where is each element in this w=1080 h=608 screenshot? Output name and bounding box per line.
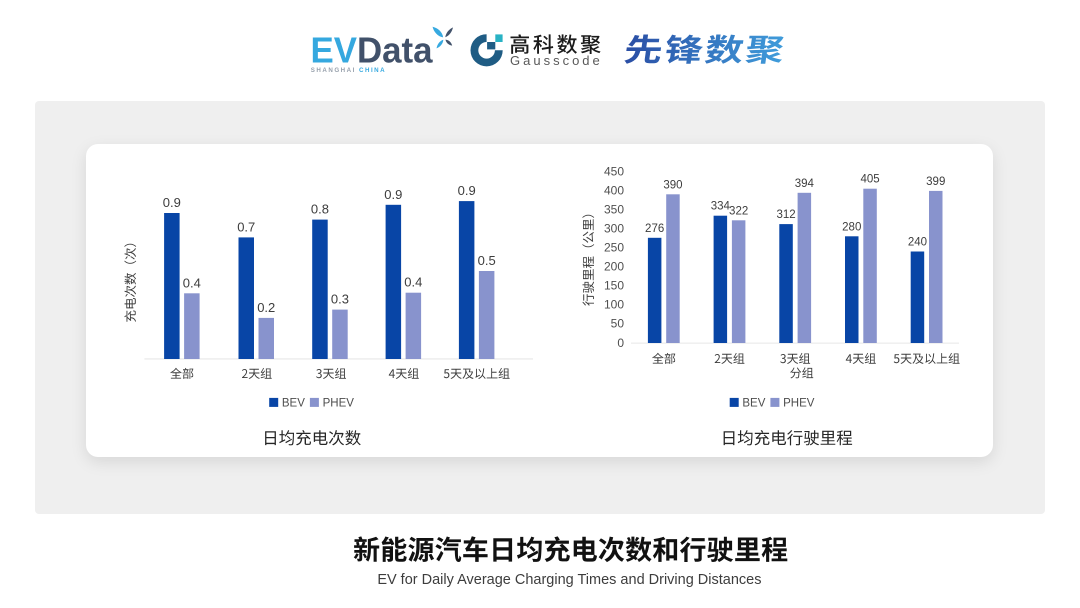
svg-text:200: 200 [604,260,624,274]
svg-text:0.9: 0.9 [384,187,402,202]
svg-text:240: 240 [908,237,927,249]
svg-text:0.3: 0.3 [331,292,349,307]
svg-text:350: 350 [604,202,624,216]
svg-text:394: 394 [795,178,815,190]
svg-text:276: 276 [645,223,664,235]
svg-text:399: 399 [926,176,945,188]
svg-text:SHANGHAI CHINA: SHANGHAI CHINA [311,67,386,74]
svg-text:BEV: BEV [282,398,305,410]
svg-text:100: 100 [604,298,624,312]
svg-text:334: 334 [711,201,731,213]
svg-text:0: 0 [617,336,624,350]
svg-text:50: 50 [611,317,625,331]
svg-text:450: 450 [604,164,624,178]
svg-text:0.2: 0.2 [257,300,275,315]
svg-text:0.7: 0.7 [237,219,255,234]
svg-text:322: 322 [729,205,748,217]
svg-text:EVData: EVData [311,29,434,70]
svg-text:0.9: 0.9 [458,183,476,198]
svg-text:250: 250 [604,241,624,255]
svg-text:PHEV: PHEV [323,398,355,410]
svg-text:0.9: 0.9 [163,195,181,210]
svg-text:EV for Daily Average Charging: EV for Daily Average Charging Times and … [377,572,761,588]
svg-text:0.5: 0.5 [478,253,496,268]
svg-text:BEV: BEV [742,398,765,410]
svg-text:280: 280 [842,221,861,233]
svg-text:400: 400 [604,183,624,197]
svg-text:150: 150 [604,279,624,293]
svg-text:0.4: 0.4 [183,275,201,290]
svg-text:312: 312 [776,209,795,221]
svg-text:0.8: 0.8 [311,202,329,217]
svg-text:PHEV: PHEV [783,398,815,410]
svg-text:300: 300 [604,221,624,235]
svg-text:405: 405 [860,174,879,186]
svg-text:0.4: 0.4 [404,275,422,290]
svg-text:Gausscode: Gausscode [510,53,603,68]
svg-text:390: 390 [663,179,682,191]
